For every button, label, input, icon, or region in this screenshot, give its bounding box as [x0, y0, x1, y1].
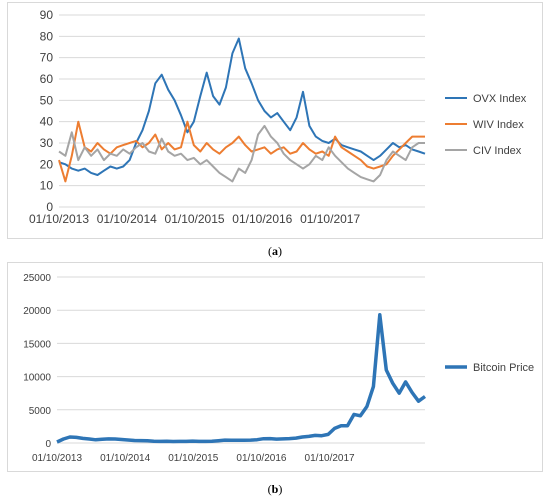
chart-b-xtick-label: 01/10/2015: [168, 453, 218, 464]
chart-a-series-line-civ-index: [58, 124, 425, 183]
chart-a-legend-label: CIV Index: [473, 145, 522, 157]
chart-b-series-line-bitcoin-price: [56, 313, 427, 444]
chart-a-legend-label: WIV Index: [473, 119, 524, 131]
chart-a-ytick-label: 50: [40, 93, 54, 107]
chart-a-ytick-label: 30: [40, 136, 54, 150]
caption-b: (b): [267, 482, 283, 496]
chart-a-xtick-label: 01/10/2015: [165, 212, 225, 226]
chart-a-series-line-ovx-index: [58, 37, 426, 176]
chart-a-xtick-label: 01/10/2016: [232, 212, 292, 226]
chart-b-xtick-label: 01/10/2013: [32, 453, 82, 464]
chart-b-xtick-label: 01/10/2017: [305, 453, 355, 464]
chart-a-ytick-label: 0: [46, 200, 53, 214]
chart-b-ytick-label: 0: [45, 439, 51, 450]
chart-a-series-line-wiv-index: [58, 120, 425, 183]
chart-b-legend-label: Bitcoin Price: [473, 362, 534, 374]
chart-a-legend-label: OVX Index: [473, 93, 527, 105]
chart-a-xtick-label: 01/10/2017: [300, 212, 360, 226]
chart-a-ytick-label: 60: [40, 72, 54, 86]
chart-a-ytick-label: 80: [40, 29, 54, 43]
chart-b-panel: 0 5000 10000 15000 20000 25000 01/10/2013 01/10…: [7, 262, 543, 472]
chart-a-ytick-label: 90: [40, 8, 54, 22]
caption-a: (a): [268, 244, 282, 258]
chart-b-xtick-label: 01/10/2014: [100, 453, 150, 464]
chart-b-ytick-label: 5000: [29, 406, 52, 417]
chart-a-xtick-label: 01/10/2013: [29, 212, 89, 226]
chart-b-ytick-label: 25000: [23, 273, 51, 284]
chart-a-ytick-label: 20: [40, 157, 54, 171]
chart-a-ytick-label: 70: [40, 51, 54, 65]
chart-b: 0 5000 10000 15000 20000 25000 01/10/2013 01/10…: [23, 273, 534, 464]
chart-a-ytick-label: 40: [40, 115, 54, 129]
chart-a-ytick-label: 10: [40, 179, 54, 193]
chart-a-panel: 0 10 20 30 40 50 60 70 80 90 01/10/2013 01/10/2014 0…: [7, 2, 543, 239]
chart-b-ytick-label: 15000: [23, 339, 51, 350]
chart-a-xtick-label: 01/10/2014: [97, 212, 157, 226]
chart-a: 0 10 20 30 40 50 60 70 80 90 01/10/2013 01/10/2014 0…: [29, 8, 527, 226]
chart-b-xtick-label: 01/10/2016: [236, 453, 286, 464]
chart-b-ytick-label: 20000: [23, 306, 51, 317]
chart-b-ytick-label: 10000: [23, 373, 51, 384]
